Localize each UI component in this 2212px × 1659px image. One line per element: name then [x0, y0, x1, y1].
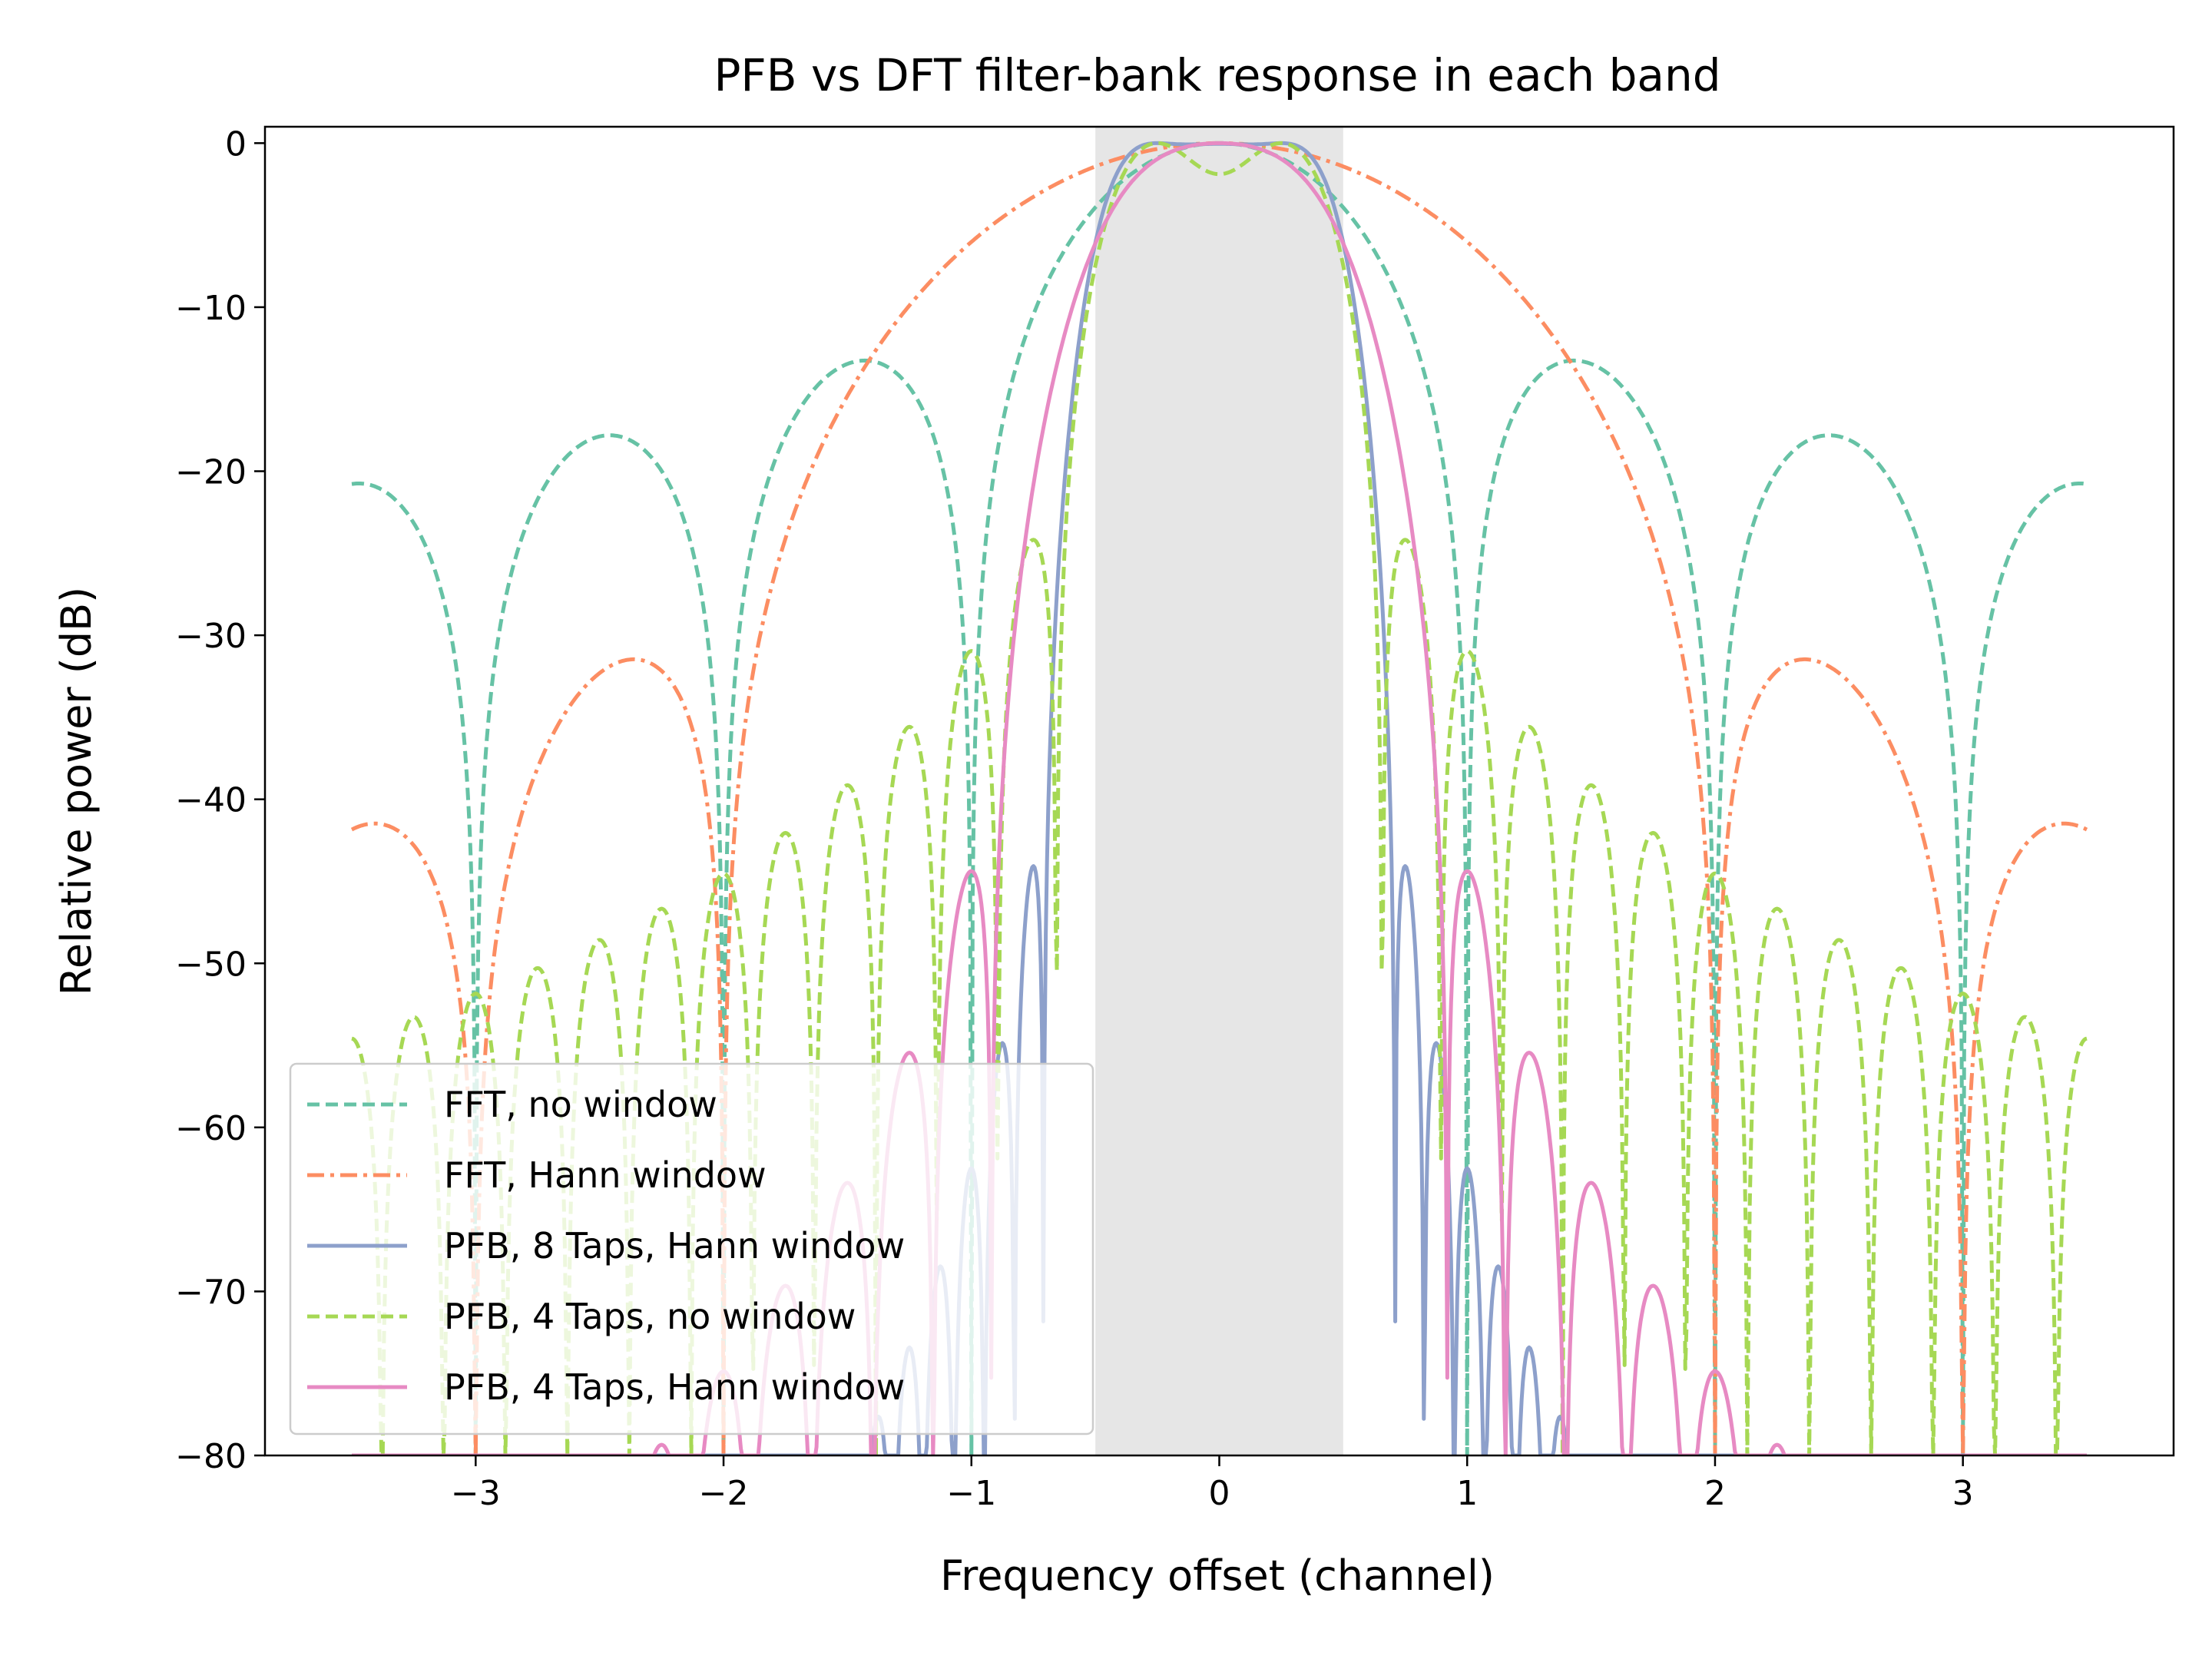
- x-tick-label: 0: [1209, 1474, 1230, 1513]
- legend-label: PFB, 8 Taps, Hann window: [444, 1225, 905, 1267]
- passband-shading: [1095, 127, 1343, 1455]
- legend-label: PFB, 4 Taps, Hann window: [444, 1366, 905, 1408]
- x-tick-label: −3: [451, 1474, 501, 1513]
- legend-label: FFT, Hann window: [444, 1154, 767, 1196]
- series-line: [351, 141, 2088, 1455]
- y-tick-label: −30: [175, 617, 247, 656]
- y-tick-label: −40: [175, 781, 247, 820]
- x-axis-label: Frequency offset (channel): [940, 1551, 1495, 1600]
- shaded-band-layer: [1095, 127, 1343, 1455]
- y-axis-ticks: 0 −10 −20 −30 −40 −50 −60 −70 −80: [175, 124, 265, 1476]
- x-tick-label: 1: [1456, 1474, 1478, 1513]
- legend-label: FFT, no window: [444, 1084, 717, 1125]
- chart-title: PFB vs DFT filter-bank response in each …: [714, 49, 1720, 101]
- y-tick-label: −50: [175, 945, 247, 984]
- y-tick-label: 0: [225, 124, 247, 164]
- series-line: [351, 141, 2088, 1455]
- y-tick-label: −20: [175, 453, 247, 492]
- y-axis-label: Relative power (dB): [52, 587, 101, 995]
- x-axis-ticks: −3 −2 −1 0 1 2 3: [451, 1455, 1974, 1513]
- x-tick-label: 3: [1952, 1474, 1974, 1513]
- y-tick-label: −10: [175, 289, 247, 328]
- y-tick-label: −70: [175, 1273, 247, 1312]
- legend-label: PFB, 4 Taps, no window: [444, 1296, 856, 1337]
- x-tick-label: 2: [1704, 1474, 1726, 1513]
- x-tick-label: −1: [946, 1474, 996, 1513]
- x-tick-label: −2: [699, 1474, 749, 1513]
- y-tick-label: −80: [175, 1437, 247, 1476]
- legend-box: [289, 1062, 1094, 1435]
- series-layer: [350, 141, 2088, 1455]
- y-tick-label: −60: [175, 1109, 247, 1148]
- legend: FFT, no window FFT, Hann window PFB, 8 Tap…: [289, 1062, 1094, 1435]
